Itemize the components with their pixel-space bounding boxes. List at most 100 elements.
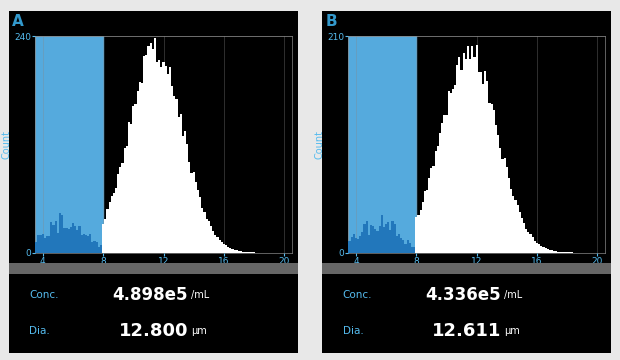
Bar — [63, 228, 66, 253]
Bar — [89, 234, 91, 253]
Bar — [104, 219, 107, 253]
Bar — [218, 240, 221, 253]
Bar — [396, 236, 398, 253]
Bar — [474, 57, 476, 253]
Bar — [35, 242, 37, 253]
Bar — [173, 96, 175, 253]
Bar — [478, 72, 480, 253]
Bar — [247, 252, 249, 253]
Bar — [547, 249, 549, 253]
Bar — [436, 147, 439, 253]
Bar — [206, 219, 208, 253]
Bar — [156, 62, 158, 253]
Bar — [376, 230, 379, 253]
Bar — [381, 215, 383, 253]
Bar — [61, 215, 63, 253]
Bar — [122, 163, 123, 253]
Bar — [361, 231, 363, 253]
Bar — [35, 36, 103, 253]
Bar — [76, 230, 78, 253]
Bar — [409, 243, 411, 253]
Bar — [389, 230, 391, 253]
Bar — [128, 122, 130, 253]
Bar — [476, 45, 478, 253]
Bar — [374, 229, 376, 253]
Bar — [171, 86, 173, 253]
Bar — [234, 249, 236, 253]
Bar — [456, 65, 458, 253]
Bar — [450, 94, 452, 253]
Bar — [195, 182, 197, 253]
Bar — [510, 189, 512, 253]
Bar — [132, 106, 135, 253]
Bar — [503, 158, 506, 253]
Text: 4.336e5: 4.336e5 — [425, 286, 501, 304]
Text: 4.898e5: 4.898e5 — [113, 286, 188, 304]
Bar — [348, 36, 416, 253]
Bar — [78, 226, 81, 253]
Bar — [359, 236, 361, 253]
Bar — [130, 123, 132, 253]
Bar — [145, 55, 148, 253]
Bar — [348, 241, 350, 253]
Bar — [355, 238, 357, 253]
Text: Dia.: Dia. — [30, 327, 50, 336]
Bar — [197, 190, 199, 253]
Bar — [119, 167, 122, 253]
Bar — [357, 239, 359, 253]
Bar — [149, 43, 152, 253]
Bar — [549, 249, 551, 253]
Bar — [432, 166, 435, 253]
Bar — [221, 242, 223, 253]
Bar — [169, 67, 171, 253]
Bar — [210, 226, 212, 253]
Bar — [534, 241, 536, 253]
Bar — [422, 202, 424, 253]
Bar — [136, 91, 139, 253]
Bar — [544, 248, 547, 253]
Bar — [515, 200, 516, 253]
Bar — [385, 225, 387, 253]
Bar — [471, 46, 474, 253]
Bar — [465, 59, 467, 253]
Bar — [161, 67, 162, 253]
Bar — [177, 117, 180, 253]
Bar — [435, 150, 436, 253]
Bar — [379, 226, 381, 253]
Text: B: B — [326, 14, 337, 30]
Bar — [123, 148, 126, 253]
Bar — [111, 197, 113, 253]
Bar — [519, 212, 521, 253]
Bar — [536, 243, 538, 253]
Bar — [415, 217, 417, 253]
Bar — [391, 221, 394, 253]
Bar — [417, 215, 420, 253]
Bar — [44, 238, 46, 253]
Bar — [454, 85, 456, 253]
Text: μm: μm — [504, 327, 520, 336]
Bar — [87, 236, 89, 253]
Bar — [165, 66, 167, 253]
Bar — [366, 221, 368, 253]
Bar — [46, 237, 48, 253]
Bar — [69, 227, 72, 253]
Bar — [180, 113, 182, 253]
Bar — [560, 252, 562, 253]
Bar — [208, 221, 210, 253]
Bar — [402, 240, 404, 253]
Bar — [126, 146, 128, 253]
Bar — [154, 39, 156, 253]
Bar — [57, 233, 59, 253]
Bar — [353, 234, 355, 253]
Bar — [528, 233, 529, 253]
Bar — [445, 115, 448, 253]
Bar — [117, 174, 119, 253]
Bar — [499, 148, 502, 253]
Bar — [484, 71, 486, 253]
Bar — [502, 159, 503, 253]
Bar — [148, 46, 149, 253]
Text: 12.800: 12.800 — [118, 323, 188, 341]
Bar — [94, 240, 95, 253]
Bar — [553, 251, 556, 253]
Bar — [113, 193, 115, 253]
